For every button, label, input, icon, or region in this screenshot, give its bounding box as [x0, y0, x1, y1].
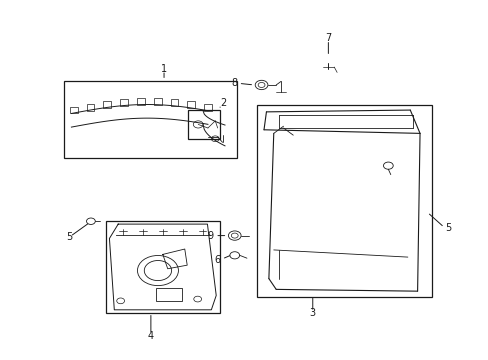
Bar — [153, 98, 161, 105]
Bar — [120, 99, 128, 106]
Bar — [64, 81, 237, 158]
Text: 9: 9 — [207, 231, 213, 240]
Text: 2: 2 — [220, 98, 226, 108]
Text: 5: 5 — [445, 224, 451, 233]
Text: 6: 6 — [214, 255, 220, 265]
Bar — [187, 102, 195, 108]
Text: 5: 5 — [66, 232, 72, 242]
Bar — [105, 221, 220, 313]
Bar — [203, 104, 211, 111]
Bar — [188, 110, 220, 139]
Text: 4: 4 — [147, 331, 154, 341]
Bar — [103, 102, 111, 108]
Text: 8: 8 — [231, 78, 237, 88]
Text: 1: 1 — [161, 64, 167, 74]
Bar — [137, 98, 144, 105]
Text: 3: 3 — [309, 309, 315, 318]
Text: 7: 7 — [325, 33, 331, 43]
Bar — [155, 288, 182, 301]
Bar — [170, 99, 178, 106]
Bar — [70, 107, 78, 113]
Bar — [256, 105, 431, 297]
Bar — [86, 104, 94, 111]
